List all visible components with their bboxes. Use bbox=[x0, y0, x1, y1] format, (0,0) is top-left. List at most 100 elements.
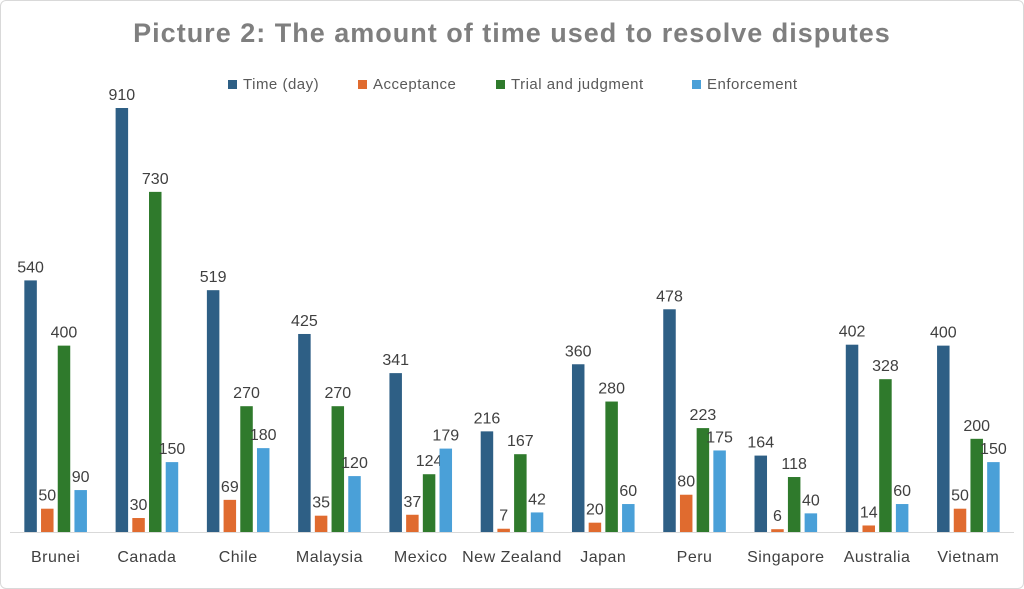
data-label-time-malaysia: 425 bbox=[291, 313, 318, 330]
data-label-trial-mexico: 124 bbox=[416, 453, 443, 470]
data-label-enforcement-australia: 60 bbox=[893, 483, 911, 500]
bar-trial-malaysia bbox=[331, 406, 345, 532]
bar-time-vietnam bbox=[937, 345, 950, 532]
data-label-enforcement-brunei: 90 bbox=[72, 469, 90, 486]
bar-acceptance-vietnam bbox=[953, 508, 967, 532]
bar-enforcement-canada bbox=[165, 462, 179, 532]
legend-swatch-acceptance bbox=[358, 80, 367, 89]
data-label-enforcement-malaysia: 120 bbox=[341, 455, 368, 472]
bar-enforcement-malaysia bbox=[348, 476, 361, 532]
bar-trial-chile bbox=[240, 406, 253, 532]
bar-enforcement-mexico bbox=[439, 448, 453, 532]
bar-trial-mexico bbox=[422, 474, 436, 532]
bar-time-peru bbox=[663, 309, 676, 532]
data-label-time-peru: 478 bbox=[656, 288, 683, 305]
bar-trial-japan bbox=[605, 401, 618, 532]
legend-swatch-time bbox=[228, 80, 237, 89]
bar-enforcement-japan bbox=[622, 504, 635, 532]
data-label-acceptance-mexico: 37 bbox=[403, 494, 421, 511]
bar-acceptance-malaysia bbox=[314, 515, 328, 532]
data-label-acceptance-australia: 14 bbox=[860, 504, 878, 521]
bar-acceptance-mexico bbox=[406, 514, 419, 532]
bar-time-japan bbox=[571, 364, 585, 532]
bar-time-new-zealand bbox=[480, 431, 494, 532]
data-label-time-australia: 402 bbox=[839, 324, 866, 341]
bar-enforcement-australia bbox=[895, 504, 909, 532]
data-label-acceptance-new-zealand: 7 bbox=[499, 508, 508, 525]
bar-acceptance-chile bbox=[223, 499, 237, 532]
x-tick-label-malaysia: Malaysia bbox=[296, 549, 363, 566]
data-label-enforcement-japan: 60 bbox=[619, 483, 637, 500]
x-tick-label-chile: Chile bbox=[219, 549, 258, 566]
bar-enforcement-vietnam bbox=[987, 462, 1000, 532]
data-label-time-japan: 360 bbox=[565, 343, 592, 360]
data-label-trial-vietnam: 200 bbox=[963, 418, 990, 435]
legend-label-time: Time (day) bbox=[243, 76, 320, 93]
data-label-acceptance-chile: 69 bbox=[221, 479, 239, 496]
data-label-time-mexico: 341 bbox=[382, 352, 409, 369]
data-label-trial-malaysia: 270 bbox=[324, 385, 351, 402]
bar-time-brunei bbox=[24, 280, 37, 532]
bar-enforcement-peru bbox=[713, 450, 726, 532]
bar-acceptance-peru bbox=[679, 494, 693, 532]
data-label-enforcement-mexico: 179 bbox=[432, 428, 459, 445]
data-label-time-new-zealand: 216 bbox=[474, 410, 501, 427]
bar-acceptance-australia bbox=[862, 525, 875, 532]
bar-acceptance-new-zealand bbox=[497, 528, 510, 532]
data-label-time-brunei: 540 bbox=[17, 259, 44, 276]
bar-time-canada bbox=[115, 108, 129, 532]
data-label-time-canada: 910 bbox=[109, 87, 136, 104]
bar-acceptance-canada bbox=[132, 518, 145, 532]
bar-time-australia bbox=[845, 344, 859, 532]
data-label-time-chile: 519 bbox=[200, 269, 227, 286]
data-label-time-singapore: 164 bbox=[747, 435, 774, 452]
data-label-trial-australia: 328 bbox=[872, 358, 899, 375]
bar-time-singapore bbox=[754, 455, 768, 532]
data-label-acceptance-brunei: 50 bbox=[38, 488, 56, 505]
data-label-trial-japan: 280 bbox=[598, 381, 625, 398]
data-label-enforcement-new-zealand: 42 bbox=[528, 491, 546, 508]
x-tick-label-brunei: Brunei bbox=[31, 549, 80, 566]
bar-acceptance-singapore bbox=[771, 529, 784, 532]
x-tick-label-peru: Peru bbox=[677, 549, 713, 566]
legend-label-enforcement: Enforcement bbox=[707, 76, 798, 93]
data-label-acceptance-malaysia: 35 bbox=[312, 495, 330, 512]
data-label-trial-brunei: 400 bbox=[51, 325, 78, 342]
data-label-enforcement-singapore: 40 bbox=[802, 492, 820, 509]
legend-item-time: Time (day) bbox=[228, 76, 319, 93]
bar-trial-australia bbox=[879, 379, 892, 532]
legend-label-trial: Trial and judgment bbox=[511, 76, 644, 93]
data-label-trial-canada: 730 bbox=[142, 171, 169, 188]
data-label-acceptance-japan: 20 bbox=[586, 502, 604, 519]
bar-trial-vietnam bbox=[970, 438, 983, 532]
data-label-enforcement-peru: 175 bbox=[706, 429, 733, 446]
data-label-acceptance-singapore: 6 bbox=[773, 508, 782, 525]
bar-trial-peru bbox=[696, 428, 710, 532]
x-tick-label-canada: Canada bbox=[117, 549, 176, 566]
chart-title: Picture 2: The amount of time used to re… bbox=[133, 18, 891, 48]
bar-trial-singapore bbox=[787, 477, 801, 532]
data-label-enforcement-chile: 180 bbox=[250, 427, 277, 444]
bar-trial-canada bbox=[149, 191, 162, 532]
legend-swatch-enforcement bbox=[692, 80, 701, 89]
x-tick-label-australia: Australia bbox=[844, 549, 911, 566]
legend-item-enforcement: Enforcement bbox=[692, 76, 798, 93]
bar-acceptance-japan bbox=[588, 522, 602, 532]
bar-time-malaysia bbox=[298, 333, 311, 532]
bar-enforcement-singapore bbox=[804, 513, 818, 532]
data-label-acceptance-canada: 30 bbox=[130, 497, 148, 514]
bar-time-chile bbox=[206, 290, 220, 532]
x-tick-label-new-zealand: New Zealand bbox=[462, 549, 562, 566]
legend-label-acceptance: Acceptance bbox=[373, 76, 457, 93]
x-tick-label-mexico: Mexico bbox=[394, 549, 448, 566]
data-label-time-vietnam: 400 bbox=[930, 325, 957, 342]
bar-time-mexico bbox=[389, 373, 402, 532]
data-label-acceptance-vietnam: 50 bbox=[951, 488, 969, 505]
bar-trial-brunei bbox=[57, 345, 71, 532]
x-tick-label-singapore: Singapore bbox=[747, 549, 824, 566]
bar-acceptance-brunei bbox=[41, 508, 54, 532]
data-label-enforcement-canada: 150 bbox=[159, 441, 186, 458]
chart-legend: Time (day) Acceptance Trial and judgment… bbox=[0, 76, 1024, 98]
data-label-enforcement-vietnam: 150 bbox=[980, 441, 1007, 458]
